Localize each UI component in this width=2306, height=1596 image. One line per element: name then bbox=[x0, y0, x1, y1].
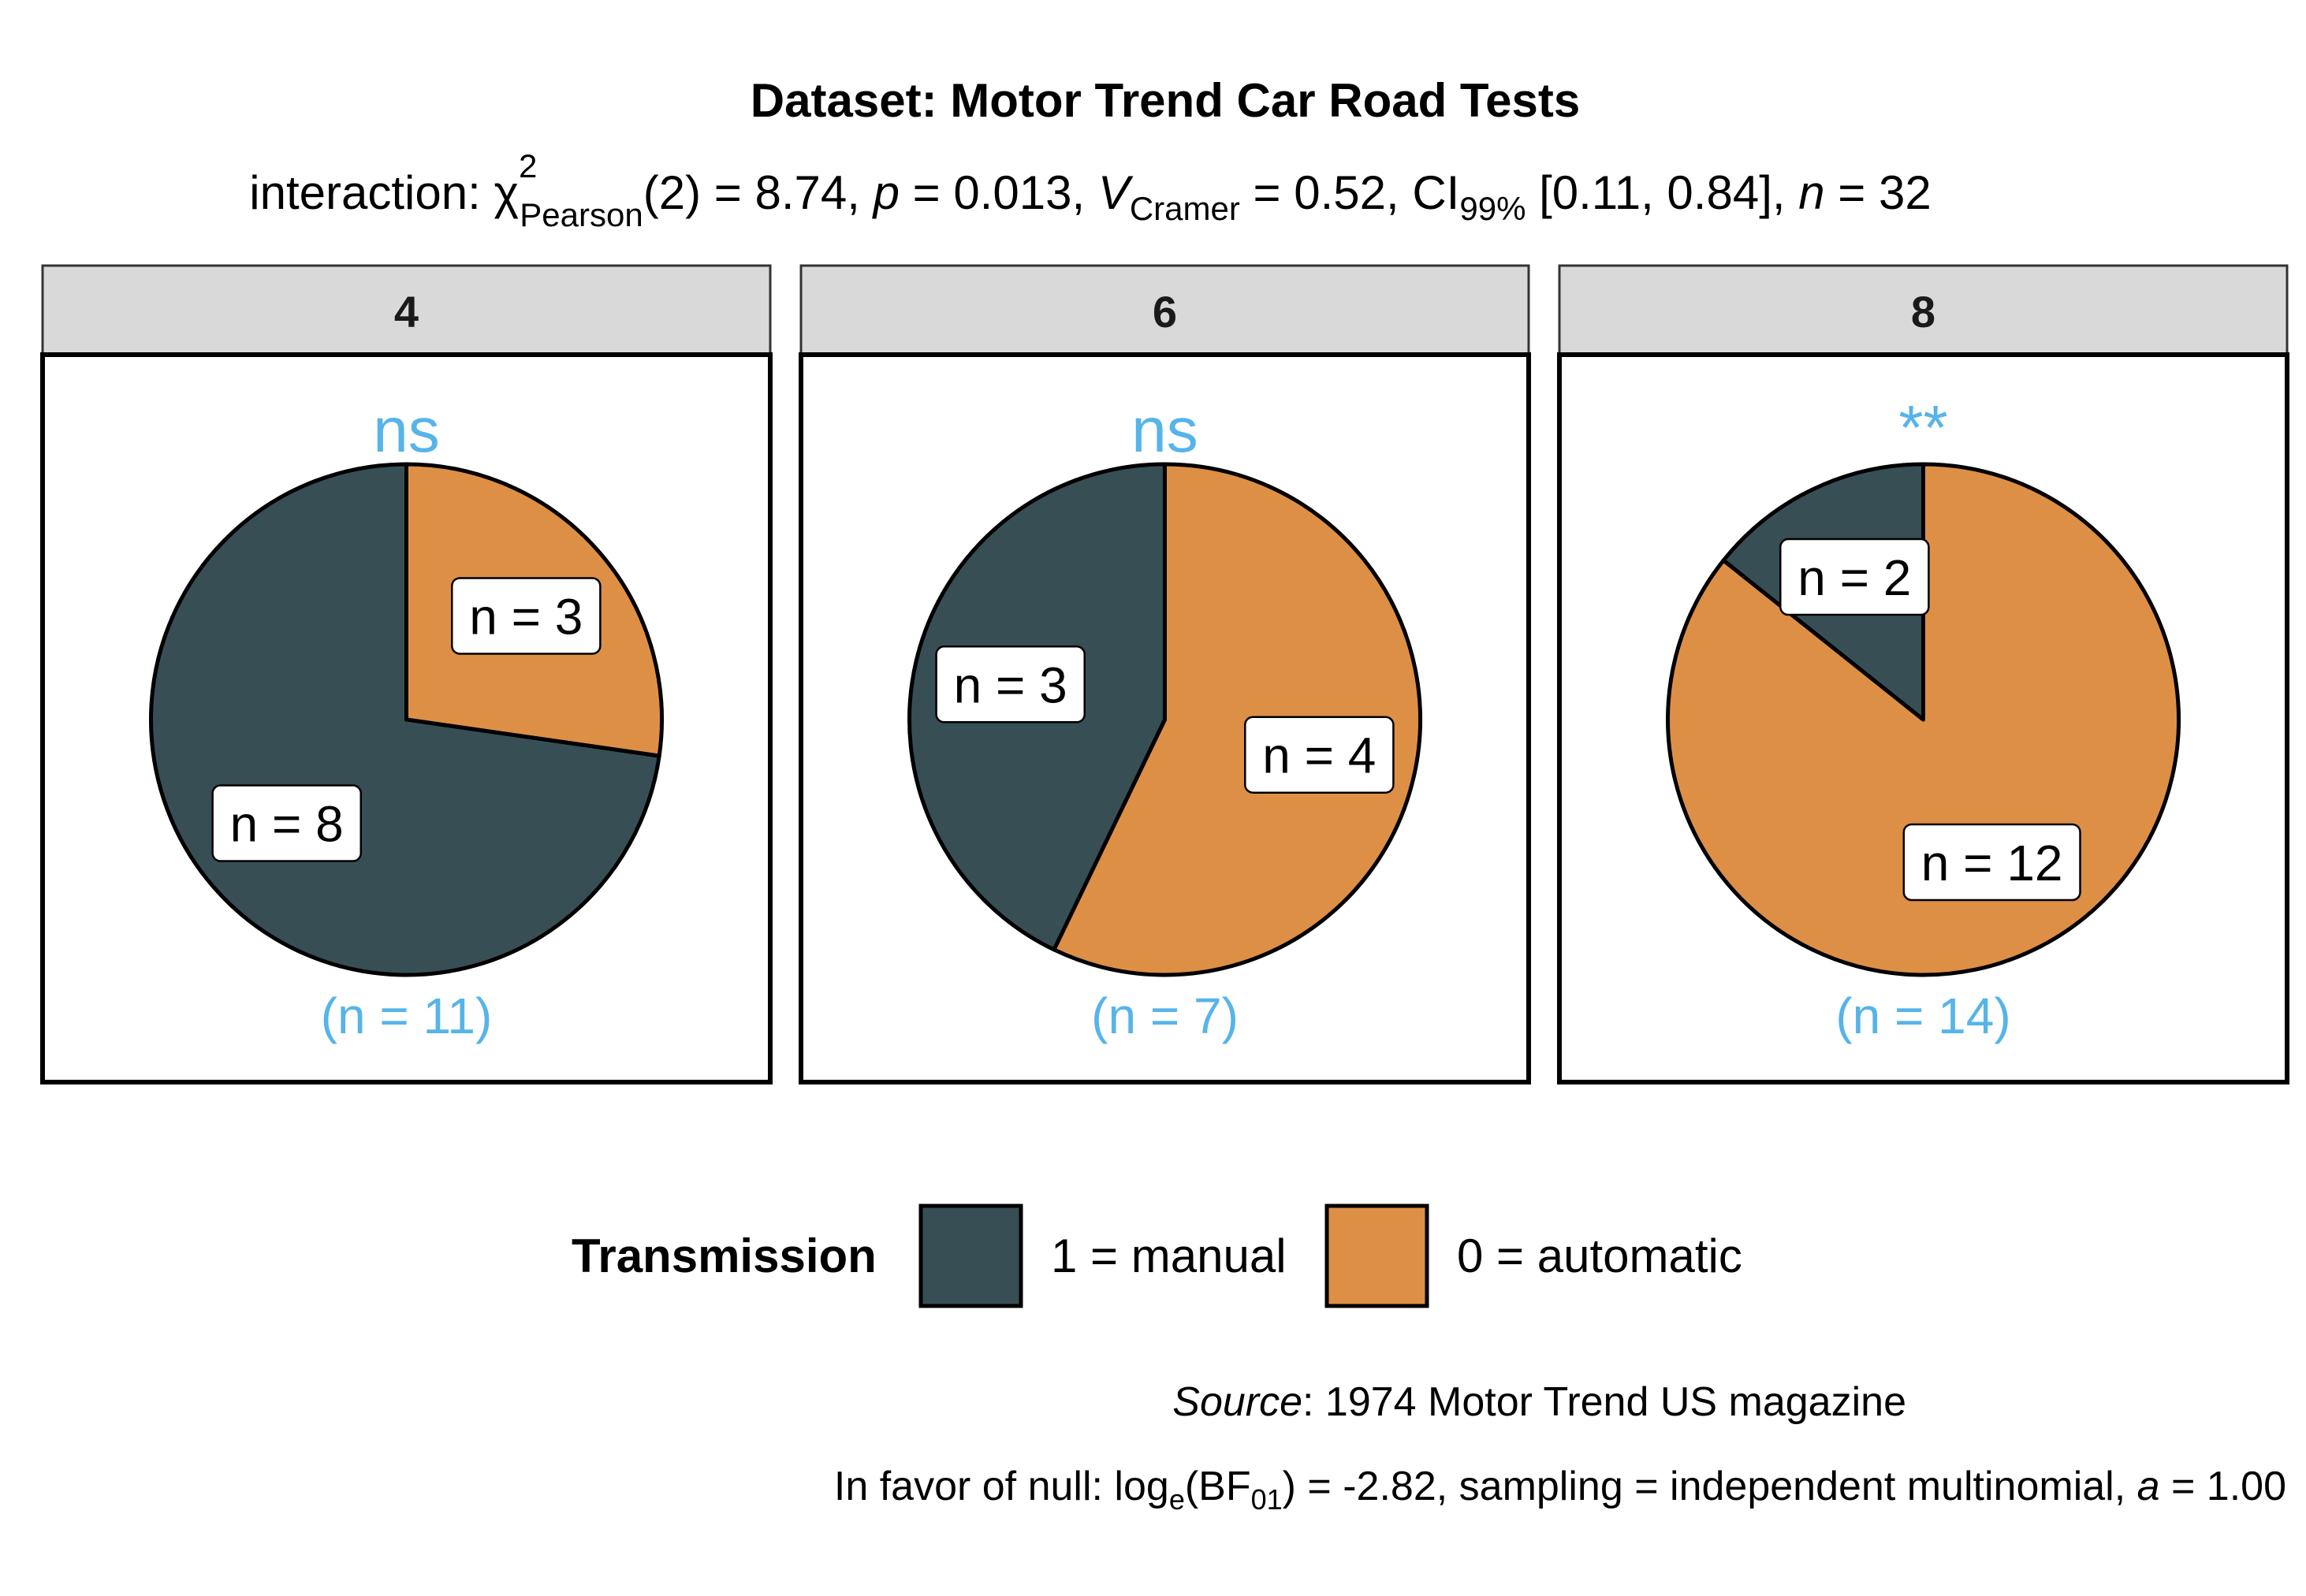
svg-text:n = 3: n = 3 bbox=[954, 657, 1067, 713]
facet-panel-6: 6 n = 4 n = 3 ns (n = 7) bbox=[799, 264, 1531, 1084]
chart-subtitle: interaction: χ2 Pearson(2) = 8.74, p = 0.… bbox=[249, 147, 1931, 233]
legend-title: Transmission bbox=[572, 1230, 877, 1282]
facet-strip-label: 6 bbox=[1153, 287, 1177, 337]
chart-title: Dataset: Motor Trend Car Road Tests bbox=[751, 74, 1580, 127]
slice-label: n = 3 bbox=[451, 577, 602, 655]
svg-text:n = 8: n = 8 bbox=[230, 796, 344, 853]
legend-key-automatic bbox=[1324, 1204, 1429, 1308]
facet-strip-label: 8 bbox=[1911, 287, 1935, 337]
caption-bayes-factor: In favor of null: loge(BF01) = -2.82, sa… bbox=[834, 1464, 2286, 1516]
caption-source: Source: 1974 Motor Trend US magazine bbox=[1172, 1379, 1906, 1425]
facet-strip-label: 4 bbox=[394, 287, 419, 337]
facet-strip bbox=[41, 264, 772, 356]
slice-label: n = 2 bbox=[1779, 538, 1930, 616]
significance-label: ** bbox=[1898, 392, 1947, 463]
svg-text:n = 3: n = 3 bbox=[469, 588, 583, 645]
significance-label: ns bbox=[1131, 395, 1198, 465]
legend-label-manual: 1 = manual bbox=[1051, 1230, 1287, 1282]
slice-label: n = 4 bbox=[1244, 716, 1395, 794]
slice-label: n = 8 bbox=[211, 784, 362, 862]
legend-label-automatic: 0 = automatic bbox=[1457, 1230, 1742, 1282]
facet-strip bbox=[799, 264, 1530, 356]
panel-total-n: (n = 14) bbox=[1835, 988, 2010, 1044]
facet-strip bbox=[1558, 264, 2289, 356]
legend-key-manual bbox=[918, 1204, 1023, 1308]
legend: Transmission 1 = manual 0 = automatic bbox=[572, 1204, 1742, 1308]
pie-slice bbox=[1052, 462, 1423, 977]
svg-text:n = 4: n = 4 bbox=[1262, 727, 1376, 784]
facet-panel-4: 4 n = 3 n = 8 ns (n = 11) bbox=[40, 264, 773, 1084]
panel-total-n: (n = 7) bbox=[1091, 988, 1239, 1044]
facet-panels: 4 n = 3 n = 8 ns (n = 11) 6 n = 4 n = 3 ns (n = 7… bbox=[40, 264, 2289, 1084]
panel-total-n: (n = 11) bbox=[321, 988, 493, 1044]
facet-panel-8: 8 n = 12 n = 2 ** (n = 14) bbox=[1557, 264, 2289, 1084]
svg-text:n = 2: n = 2 bbox=[1797, 549, 1911, 606]
slice-label: n = 3 bbox=[935, 645, 1086, 724]
svg-text:n = 12: n = 12 bbox=[1921, 835, 2063, 891]
slice-label: n = 12 bbox=[1902, 823, 2081, 902]
significance-label: ns bbox=[373, 395, 440, 465]
